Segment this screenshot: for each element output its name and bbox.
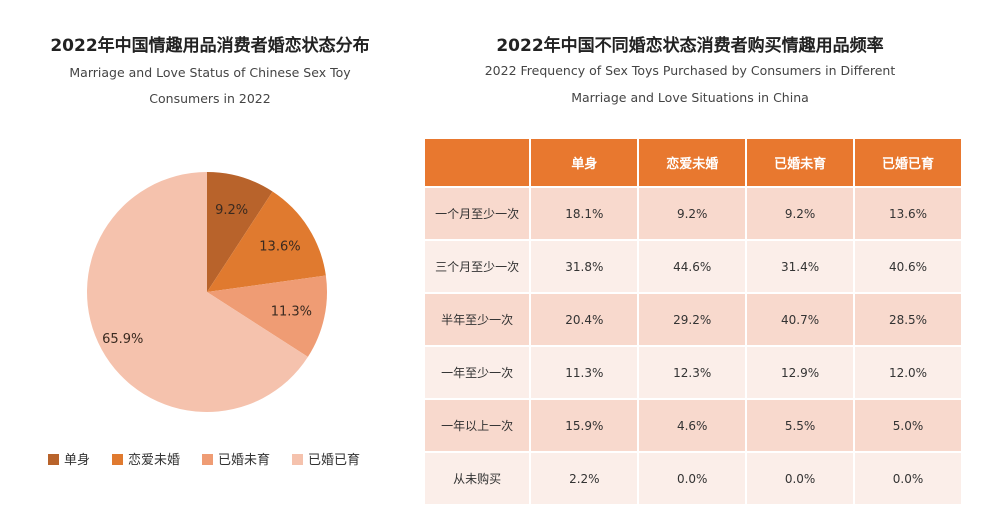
table-cell: 9.2% [637,186,748,241]
table-cell: 0.0% [745,451,856,506]
frequency-table: 单身 恋爱未婚 已婚未育 已婚已育 一个月至少一次 18.1% 9.2% 9.2% 13.6% 三… [422,137,963,506]
pie-slice [207,172,273,292]
table-cell: 31.8% [529,239,640,294]
table-cell: 29.2% [637,292,748,347]
table-cell: 2.2% [529,451,640,506]
column-header: 已婚未育 [745,137,856,188]
table-cell: 12.0% [853,345,963,400]
table-cell: 18.1% [529,186,640,241]
table-cell: 5.0% [853,398,963,453]
pie-slice [207,275,328,357]
table-row: 一年至少一次 11.3% 12.3% 12.9% 12.0% [422,345,963,400]
table-cell: 12.9% [745,345,856,400]
row-header: 一年至少一次 [422,345,532,400]
column-header [422,137,532,188]
table-row: 一年以上一次 15.9% 4.6% 5.5% 5.0% [422,398,963,453]
legend-swatch [48,454,59,465]
pie-subtitle-2: Consumers in 2022 [149,91,271,106]
table-cell: 12.3% [637,345,748,400]
pie-data-label: 9.2% [215,203,248,218]
pie-legend: 单身 恋爱未婚 已婚未育 已婚已育 [48,449,360,468]
row-header: 一年以上一次 [422,398,532,453]
table-cell: 5.5% [745,398,856,453]
column-header: 已婚已育 [853,137,963,188]
column-header: 恋爱未婚 [637,137,748,188]
table-row: 三个月至少一次 31.8% 44.6% 31.4% 40.6% [422,239,963,294]
row-header: 一个月至少一次 [422,186,532,241]
table-row: 一个月至少一次 18.1% 9.2% 9.2% 13.6% [422,186,963,241]
pie-title: 2022年中国情趣用品消费者婚恋状态分布 [50,36,370,56]
row-header: 三个月至少一次 [422,239,532,294]
table-cell: 28.5% [853,292,963,347]
table-cell: 40.7% [745,292,856,347]
table-cell: 4.6% [637,398,748,453]
table-row: 从未购买 2.2% 0.0% 0.0% 0.0% [422,451,963,506]
table-cell: 15.9% [529,398,640,453]
legend-label: 恋爱未婚 [128,453,181,468]
legend-label: 单身 [64,453,91,468]
column-header: 单身 [529,137,640,188]
table-cell: 31.4% [745,239,856,294]
pie-subtitle-1: Marriage and Love Status of Chinese Sex … [69,65,351,80]
table-cell: 0.0% [637,451,748,506]
table-cell: 9.2% [745,186,856,241]
legend-swatch [112,454,124,465]
pie-data-label: 13.6% [259,240,300,255]
row-header: 从未购买 [422,451,532,506]
pie-data-label: 65.9% [102,332,143,347]
legend-item: 恋爱未婚 [112,449,180,468]
legend-item: 单身 [48,449,90,468]
table-subtitle-2: Marriage and Love Situations in China [571,90,809,105]
table-cell: 13.6% [853,186,963,241]
legend-item: 已婚已育 [292,449,360,468]
table-header-row: 单身 恋爱未婚 已婚未育 已婚已育 [422,137,963,188]
table-title: 2022年中国不同婚恋状态消费者购买情趣用品频率 [496,36,884,56]
pie-slice [207,191,326,292]
legend-label: 已婚已育 [308,453,361,468]
pie-data-label: 11.3% [271,305,312,320]
table-subtitle-1: 2022 Frequency of Sex Toys Purchased by … [484,63,896,78]
pie-slice [87,172,308,412]
table-cell: 0.0% [853,451,963,506]
pie-chart: 9.2% 13.6% 11.3% 65.9% [87,172,328,412]
legend-swatch [202,454,214,465]
row-header: 半年至少一次 [422,292,532,347]
table-cell: 44.6% [637,239,748,294]
legend-swatch [292,454,304,465]
table-cell: 11.3% [529,345,640,400]
table-row: 半年至少一次 20.4% 29.2% 40.7% 28.5% [422,292,963,347]
table-cell: 20.4% [529,292,640,347]
table-cell: 40.6% [853,239,963,294]
legend-label: 已婚未育 [218,453,271,468]
legend-item: 已婚未育 [202,449,270,468]
